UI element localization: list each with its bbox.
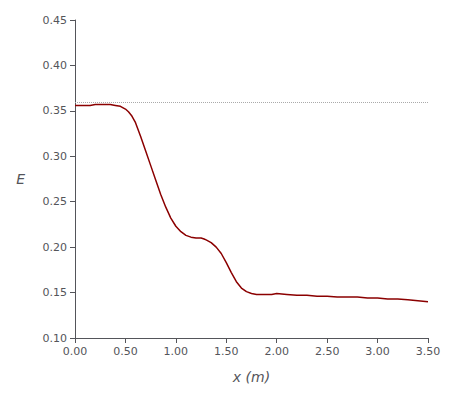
svg-text:0.35: 0.35	[43, 104, 68, 117]
svg-text:3.50: 3.50	[416, 345, 441, 358]
svg-text:0.50: 0.50	[113, 345, 137, 358]
svg-text:1.50: 1.50	[214, 345, 239, 358]
svg-text:x (m): x (m)	[232, 369, 270, 385]
svg-text:0.20: 0.20	[43, 241, 68, 254]
svg-text:0.00: 0.00	[63, 345, 88, 358]
svg-text:0.40: 0.40	[43, 59, 68, 72]
svg-text:2.50: 2.50	[315, 345, 340, 358]
svg-text:0.45: 0.45	[43, 14, 68, 27]
svg-text:0.25: 0.25	[43, 195, 68, 208]
svg-text:1.00: 1.00	[164, 345, 189, 358]
svg-text:0.10: 0.10	[43, 332, 68, 345]
svg-text:3.00: 3.00	[365, 345, 390, 358]
svg-text:0.15: 0.15	[43, 286, 68, 299]
svg-text:2.00: 2.00	[264, 345, 289, 358]
svg-text:0.30: 0.30	[43, 150, 68, 163]
svg-text:E: E	[16, 171, 25, 187]
